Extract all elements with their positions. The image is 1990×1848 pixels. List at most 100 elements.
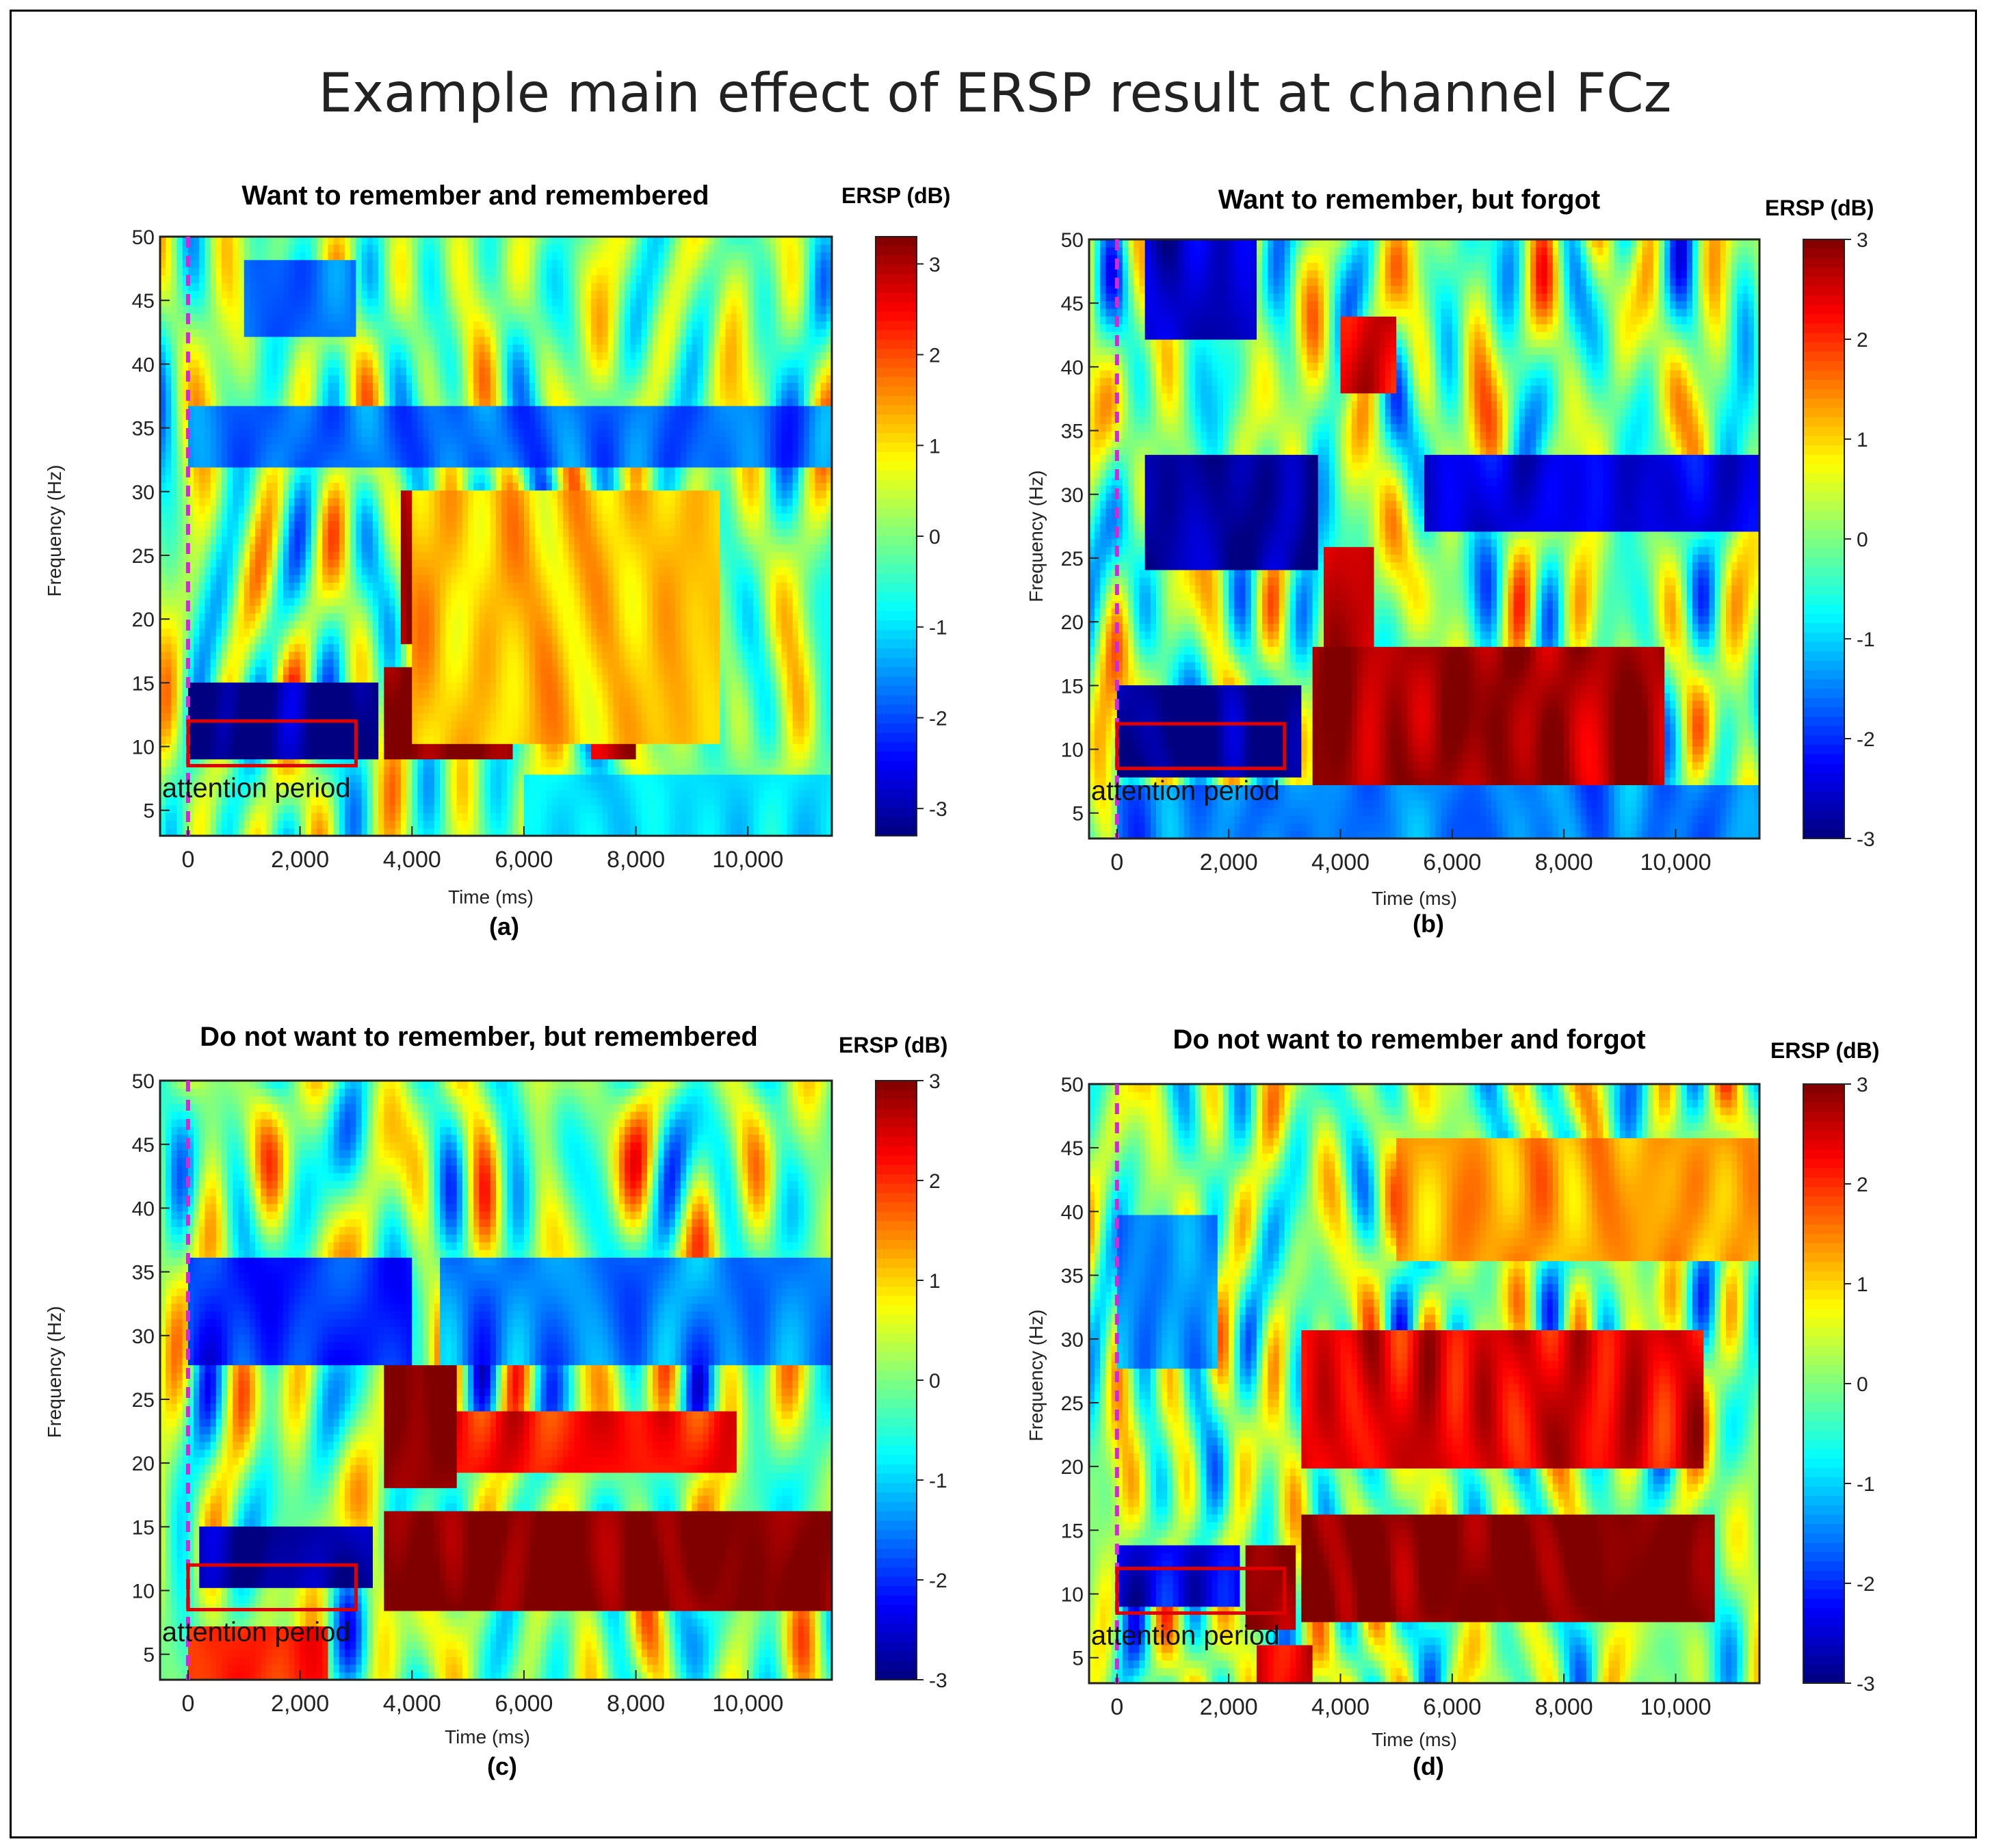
heat-cell <box>227 659 233 668</box>
heat-cell <box>177 360 183 368</box>
heat-cell <box>227 613 233 621</box>
heat-cell <box>205 513 211 521</box>
heat-cell <box>199 736 205 744</box>
heat-cell <box>244 367 250 375</box>
heat-cell <box>244 360 250 368</box>
heat-cell <box>183 306 189 314</box>
heat-cell <box>166 667 172 675</box>
heat-cell <box>233 367 239 375</box>
heat-cell <box>227 728 233 737</box>
heat-cell <box>227 521 233 529</box>
heat-cell <box>199 275 205 283</box>
heat-cell <box>199 260 205 268</box>
heat-cell <box>244 375 250 383</box>
heat-cell <box>199 505 205 514</box>
heat-cell <box>194 575 200 583</box>
heat-cell <box>177 605 183 613</box>
heat-cell <box>211 282 217 291</box>
heat-cell <box>166 313 172 321</box>
heat-cell <box>166 805 172 813</box>
heat-cell <box>171 598 177 606</box>
heat-cell <box>227 444 233 452</box>
heat-cell <box>233 329 239 337</box>
heat-cell <box>222 521 228 529</box>
heat-cell <box>194 590 200 598</box>
heat-cell <box>233 751 239 759</box>
heat-cell <box>222 736 228 744</box>
heat-cell <box>222 705 228 713</box>
heat-cell <box>222 306 228 314</box>
heat-cell <box>205 475 211 483</box>
heat-cell <box>194 605 200 613</box>
heat-cell <box>222 352 228 360</box>
heat-cell <box>211 674 217 683</box>
heat-cell <box>171 329 177 337</box>
heat-cell <box>211 498 217 506</box>
heat-cell <box>216 674 222 683</box>
heat-cell <box>177 598 183 606</box>
heat-cell <box>211 690 217 698</box>
heat-cell <box>211 813 217 821</box>
heat-cell <box>222 444 228 452</box>
heat-cell <box>216 413 222 421</box>
heat-cell <box>166 391 172 399</box>
heat-cell <box>194 743 200 752</box>
heat-cell <box>239 613 245 621</box>
heat-cell <box>227 590 233 598</box>
heat-cell <box>199 360 205 368</box>
heat-cell <box>194 482 200 490</box>
heat-cell <box>239 306 245 314</box>
heat-cell <box>227 329 233 337</box>
heat-cell <box>177 451 183 460</box>
heat-cell <box>171 336 177 345</box>
heat-cell <box>166 651 172 659</box>
heat-cell <box>166 252 172 260</box>
heat-cell <box>199 651 205 659</box>
heat-cell <box>177 674 183 683</box>
heat-cell <box>166 467 172 475</box>
heat-cell <box>177 260 183 268</box>
heat-cell <box>194 690 200 698</box>
heat-cell <box>216 313 222 321</box>
heat-cell <box>216 705 222 713</box>
heat-cell <box>244 413 250 421</box>
heat-cell <box>227 505 233 514</box>
heat-cell <box>211 360 217 368</box>
heat-cell <box>233 382 239 391</box>
heat-cell <box>233 467 239 475</box>
heat-cell <box>233 398 239 406</box>
heat-cell <box>244 736 250 744</box>
heat-cell <box>199 451 205 460</box>
heat-cell <box>233 613 239 621</box>
heat-cell <box>166 721 172 729</box>
heat-cell <box>233 659 239 668</box>
heat-cell <box>239 536 245 544</box>
heat-cell <box>239 590 245 598</box>
heat-cell <box>183 460 189 468</box>
heat-cell <box>222 751 228 759</box>
heat-cell <box>177 244 183 252</box>
heat-cell <box>177 536 183 544</box>
heat-cell <box>244 636 250 644</box>
heat-cell <box>166 728 172 737</box>
heat-cell <box>166 329 172 337</box>
heat-cell <box>222 282 228 291</box>
heat-cell <box>166 559 172 568</box>
heat-cell <box>194 813 200 821</box>
heat-cell <box>222 613 228 621</box>
heat-cell <box>227 629 233 637</box>
heat-cell <box>233 644 239 652</box>
heat-cell <box>177 298 183 306</box>
heat-cell <box>199 375 205 383</box>
heat-cell <box>171 275 177 283</box>
heat-cell <box>205 698 211 706</box>
heat-cell <box>166 460 172 468</box>
heat-cell <box>211 529 217 537</box>
heat-cell <box>205 398 211 406</box>
heat-cell <box>199 421 205 430</box>
heat-cell <box>171 590 177 598</box>
heat-cell <box>222 321 228 330</box>
heat-cell <box>205 705 211 713</box>
heat-cell <box>177 237 183 245</box>
heat-cell <box>244 529 250 537</box>
